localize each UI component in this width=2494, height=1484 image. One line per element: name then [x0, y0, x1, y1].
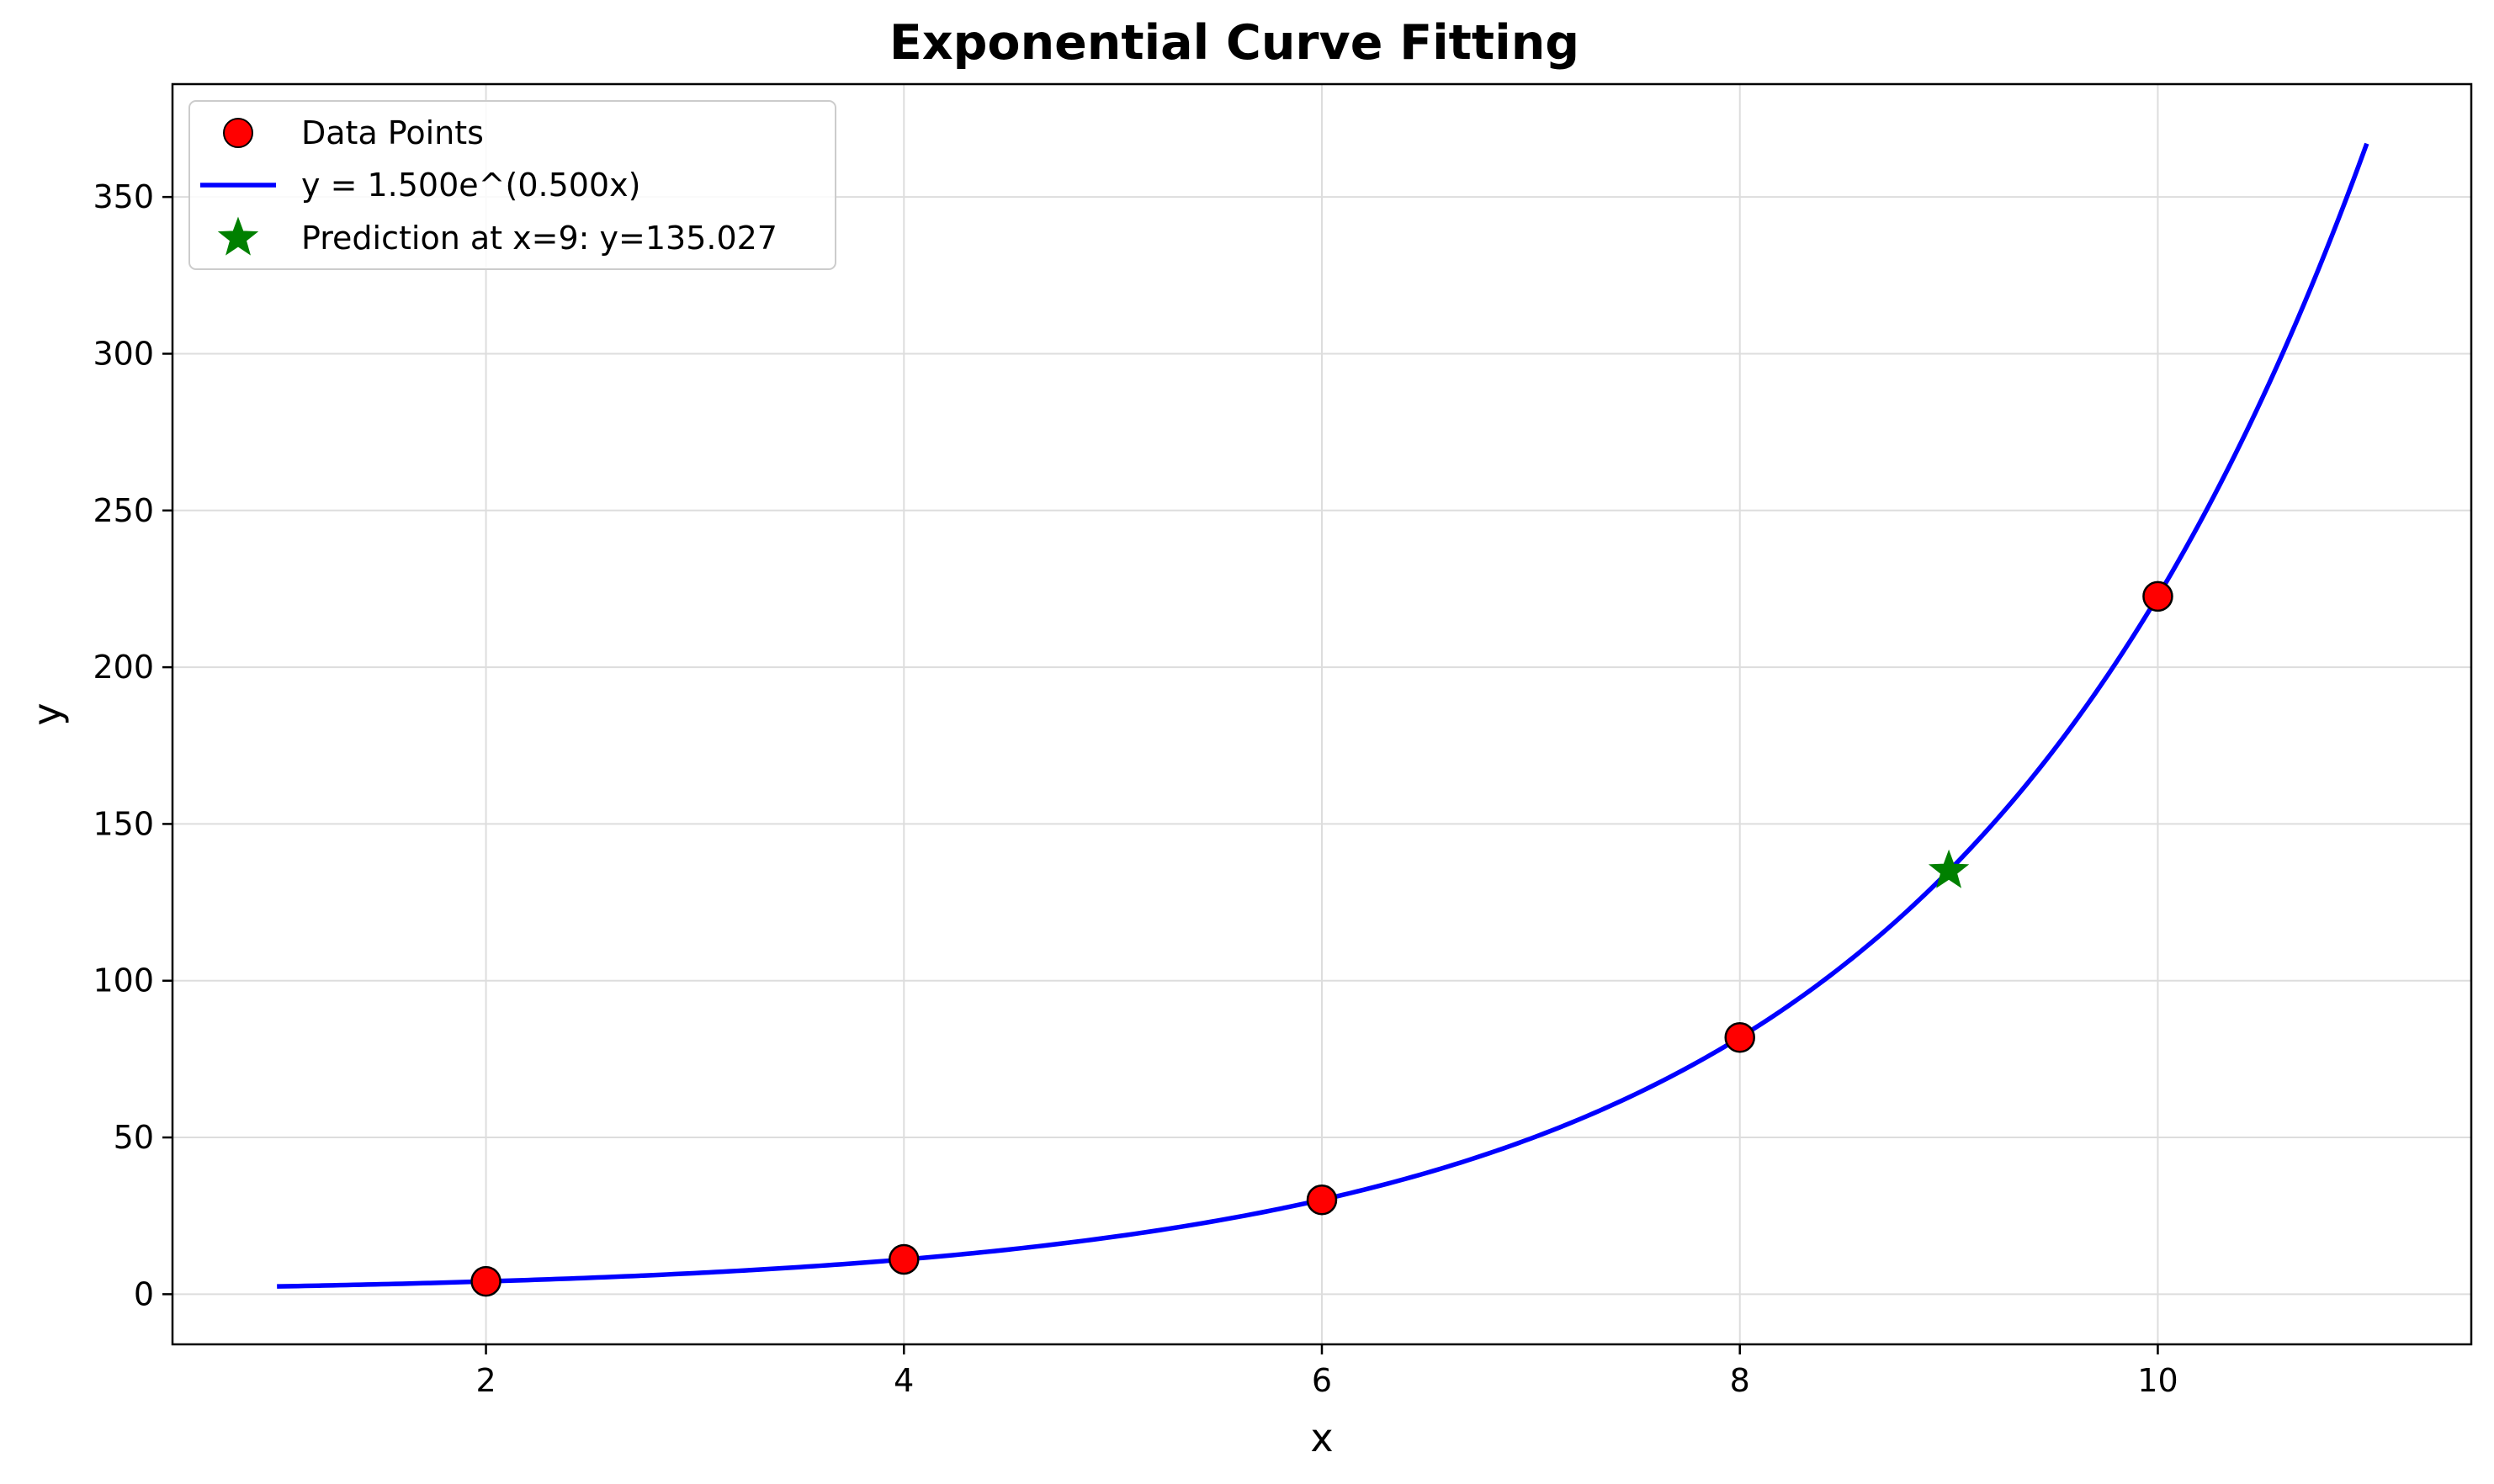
data-point	[1724, 1021, 1755, 1053]
grid	[172, 84, 2471, 1344]
legend-label-fit-line: y = 1.500e^(0.500x)	[301, 167, 640, 204]
legend-box	[188, 100, 836, 270]
legend-marker-prediction	[217, 216, 259, 256]
y-tick-label: 300	[93, 335, 154, 372]
y-tick-label: 0	[134, 1275, 154, 1312]
y-tick-label: 50	[114, 1119, 154, 1156]
x-axis-label: x	[1310, 1415, 1333, 1460]
x-axis-ticks: 2 4 6 8 10	[475, 1344, 2178, 1399]
y-tick-label: 250	[93, 492, 154, 529]
legend-label-prediction: Prediction at x=9: y=135.027	[301, 220, 777, 257]
x-tick-label: 4	[894, 1362, 914, 1399]
y-tick-label: 150	[93, 805, 154, 842]
legend: Data Points y = 1.500e^(0.500x) Predicti…	[188, 100, 836, 270]
x-tick-label: 6	[1312, 1362, 1332, 1399]
plot-area	[277, 142, 2369, 1297]
data-point	[1306, 1184, 1338, 1216]
x-tick-label: 8	[1730, 1362, 1750, 1399]
data-point	[889, 1243, 920, 1275]
legend-label-data-points: Data Points	[301, 114, 484, 151]
x-tick-label: 2	[475, 1362, 496, 1399]
y-tick-label: 100	[93, 962, 154, 999]
y-axis-ticks: 0 50 100 150 200 250 300 350	[93, 178, 172, 1312]
x-tick-label: 10	[2137, 1362, 2178, 1399]
chart-title: Exponential Curve Fitting	[889, 15, 1579, 71]
legend-marker-data-points	[223, 118, 253, 148]
y-tick-label: 350	[93, 178, 154, 215]
y-axis-label: y	[24, 702, 70, 725]
data-point	[2142, 580, 2173, 612]
data-point	[470, 1265, 501, 1297]
y-tick-label: 200	[93, 649, 154, 686]
prediction-star	[1928, 849, 1970, 888]
